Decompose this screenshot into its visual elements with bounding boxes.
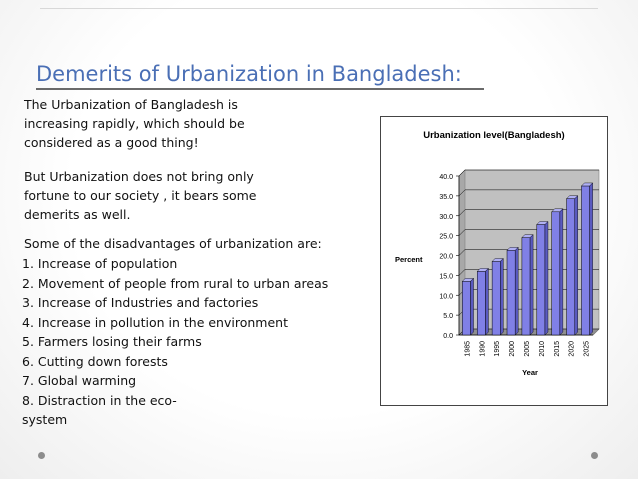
x-tick-label: 2020 (569, 341, 576, 357)
disadvantages-list: 1. Increase of population 2. Movement of… (22, 254, 328, 430)
y-tick-label: 30.0 (439, 214, 453, 221)
x-tick-label: 2015 (554, 341, 561, 357)
title-underline (36, 88, 484, 90)
bar-side (559, 208, 564, 336)
bar-side (544, 221, 549, 336)
list-item: 3. Increase of Industries and factories (22, 295, 259, 310)
y-tick-label: 40.0 (439, 174, 453, 181)
bar-side (470, 277, 474, 336)
y-tick-label: 10.0 (439, 293, 453, 300)
bar-side (589, 182, 593, 336)
bar (566, 198, 576, 336)
list-item: 4. Increase in pollution in the environm… (22, 314, 288, 330)
chart-title: Urbanization level(Bangladesh) (423, 130, 564, 141)
y-tick-label: 20.0 (439, 254, 453, 261)
decorative-dot-right (591, 452, 598, 459)
decorative-dot-left (38, 452, 45, 459)
x-tick-label: 1995 (494, 341, 501, 357)
bar-side (529, 234, 534, 336)
x-tick-label: 2010 (539, 341, 546, 357)
list-item: 5. Farmers losing their farms (22, 334, 202, 349)
x-tick-label: 2005 (524, 341, 531, 357)
contrast-paragraph: But Urbanization does not bring only for… (24, 169, 257, 222)
urbanization-chart: Urbanization level(Bangladesh) 0.0 5.0 10.0… (380, 116, 608, 406)
intro-paragraph: The Urbanization of Bangladesh is increa… (24, 97, 245, 150)
y-tick-label: 25.0 (439, 234, 453, 241)
bar (521, 237, 531, 336)
bar (476, 271, 486, 336)
x-tick-label: 2025 (584, 341, 591, 357)
chart-svg: Urbanization level(Bangladesh) 0.0 5.0 10.0… (395, 130, 600, 377)
y-tick-label: 15.0 (439, 273, 453, 280)
x-axis-label: Year (522, 368, 538, 377)
list-item: 7. Global warming (22, 373, 137, 388)
bar (506, 250, 516, 336)
list-item: 2. Movement of people from rural to urba… (22, 275, 329, 291)
bar (536, 224, 546, 336)
y-tick-label: 35.0 (439, 194, 453, 201)
bar-side (515, 246, 519, 336)
bar-side (485, 267, 489, 336)
gridline (458, 189, 599, 197)
list-item: 6. Cutting down forests (22, 353, 168, 369)
list-item: 1. Increase of population (22, 256, 178, 271)
x-tick-label: 2000 (509, 341, 516, 357)
x-tick-label: 1990 (479, 341, 486, 357)
y-axis-label: Percent (395, 255, 423, 264)
slide-title: Demerits of Urbanization in Bangladesh: (36, 62, 462, 86)
y-tick-label: 5.0 (443, 313, 453, 320)
gridline (458, 169, 599, 177)
bar (551, 211, 561, 336)
bar-side (574, 195, 578, 336)
list-heading: Some of the disadvantages of urbanizatio… (24, 236, 322, 251)
slide-top-rule (40, 8, 598, 9)
bar-side (500, 257, 504, 336)
y-tick-label: 0.0 (443, 333, 453, 340)
bar (581, 185, 590, 336)
x-tick-label: 1985 (464, 341, 471, 357)
list-item: 8. Distraction in the eco-system (22, 392, 177, 428)
bar (491, 261, 501, 336)
bar (462, 281, 471, 336)
